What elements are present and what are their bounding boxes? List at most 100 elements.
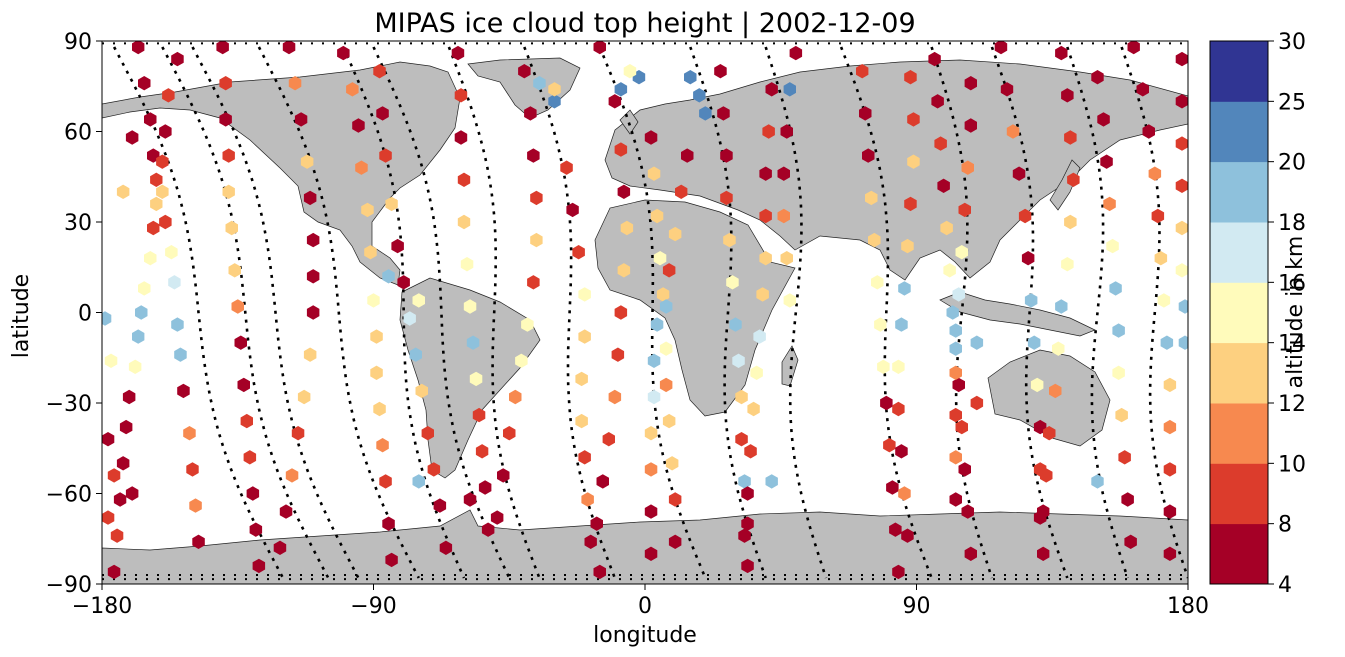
colorbar-tick-label: 20 — [1278, 151, 1306, 176]
cloud-point — [481, 522, 495, 537]
cloud-point — [530, 190, 543, 206]
cloud-point — [518, 64, 531, 79]
cloud-point — [285, 468, 299, 483]
cloud-point — [949, 365, 962, 380]
cloud-point — [138, 281, 151, 296]
cloud-point — [668, 534, 682, 549]
cloud-point — [1151, 208, 1165, 224]
cloud-point — [668, 226, 682, 242]
cloud-point — [107, 468, 121, 483]
cloud-point — [1033, 510, 1047, 525]
cloud-point — [877, 359, 890, 374]
cloud-point — [1115, 407, 1128, 423]
cloud-point — [300, 154, 314, 169]
cloud-point — [231, 299, 244, 314]
cloud-point — [144, 251, 157, 266]
cloud-point — [472, 407, 486, 423]
cloud-point — [346, 82, 359, 97]
cloud-point — [234, 335, 247, 350]
cloud-point — [403, 311, 416, 326]
colorbar-tick-label: 30 — [1278, 30, 1306, 55]
cloud-point — [907, 112, 920, 127]
cloud-point — [439, 540, 453, 555]
cloud-point — [397, 275, 410, 290]
colorbar-segment — [1210, 463, 1268, 525]
cloud-point — [1142, 124, 1155, 139]
colorbar-segment — [1210, 403, 1268, 464]
cloud-point — [753, 329, 766, 344]
cloud-point — [871, 275, 884, 290]
y-tick-label: 0 — [78, 302, 92, 327]
cloud-point — [644, 546, 658, 561]
cloud-point — [1040, 468, 1053, 483]
cloud-point — [765, 82, 778, 97]
land-madagascar — [781, 345, 799, 387]
cloud-point — [294, 112, 308, 127]
cloud-point — [1103, 196, 1116, 212]
cloud-point — [1024, 293, 1038, 308]
cloud-point — [684, 70, 697, 85]
cloud-point — [886, 480, 899, 495]
cloud-point — [732, 353, 745, 368]
land-north-america — [102, 61, 461, 286]
cloud-point — [125, 486, 139, 501]
cloud-point — [765, 474, 778, 489]
cloud-point — [614, 82, 628, 97]
cloud-point — [958, 462, 971, 477]
cloud-point — [409, 347, 422, 362]
cloud-point — [662, 413, 676, 429]
cloud-point — [759, 251, 772, 266]
cloud-point — [306, 305, 320, 320]
cloud-point — [934, 136, 947, 151]
cloud-point — [376, 106, 389, 121]
cloud-point — [952, 287, 965, 302]
cloud-point — [907, 154, 920, 169]
cloud-point — [171, 317, 184, 332]
y-tick-label: 60 — [64, 121, 92, 146]
cloud-point — [288, 76, 302, 91]
cloud-point — [889, 522, 902, 537]
cloud-point — [780, 124, 793, 139]
cloud-point — [777, 166, 790, 181]
cloud-point — [168, 275, 181, 290]
colorbar-segment — [1210, 282, 1268, 344]
cloud-point — [306, 269, 320, 284]
cloud-point — [756, 287, 769, 302]
cloud-point — [1163, 419, 1177, 435]
cloud-point — [783, 293, 796, 308]
cloud-point — [237, 377, 250, 393]
y-tick-label: 90 — [64, 30, 92, 55]
cloud-point — [949, 492, 962, 507]
cloud-point — [581, 492, 594, 507]
cloud-point — [219, 76, 232, 91]
cloud-point — [1124, 534, 1137, 549]
cloud-point — [741, 516, 754, 531]
cloud-point — [741, 486, 754, 501]
cloud-point — [693, 88, 706, 103]
orbit-track — [523, 46, 617, 579]
cloud-point — [856, 64, 869, 79]
cloud-point — [1064, 130, 1077, 145]
cloud-point — [1178, 335, 1188, 350]
cloud-point — [457, 172, 471, 187]
land-australia — [987, 349, 1111, 447]
cloud-point — [759, 166, 772, 181]
cloud-point — [644, 462, 658, 477]
land-japan — [1049, 159, 1081, 211]
cloud-point — [192, 534, 205, 549]
cloud-point — [102, 510, 115, 525]
cloud-point — [291, 426, 305, 441]
cloud-point — [668, 492, 682, 507]
cloud-point — [650, 208, 664, 224]
cloud-point — [931, 94, 944, 109]
colorbar-tick-label: 4 — [1278, 573, 1292, 598]
y-tick-label: −90 — [46, 573, 92, 598]
cloud-point — [303, 190, 317, 206]
cloud-point — [1000, 82, 1014, 97]
cloud-point — [1121, 492, 1134, 507]
cloud-point — [1049, 383, 1062, 399]
colorbar-segment — [1210, 342, 1268, 404]
cloud-point — [433, 498, 447, 513]
cloud-point — [859, 106, 872, 121]
cloud-point — [376, 438, 389, 453]
